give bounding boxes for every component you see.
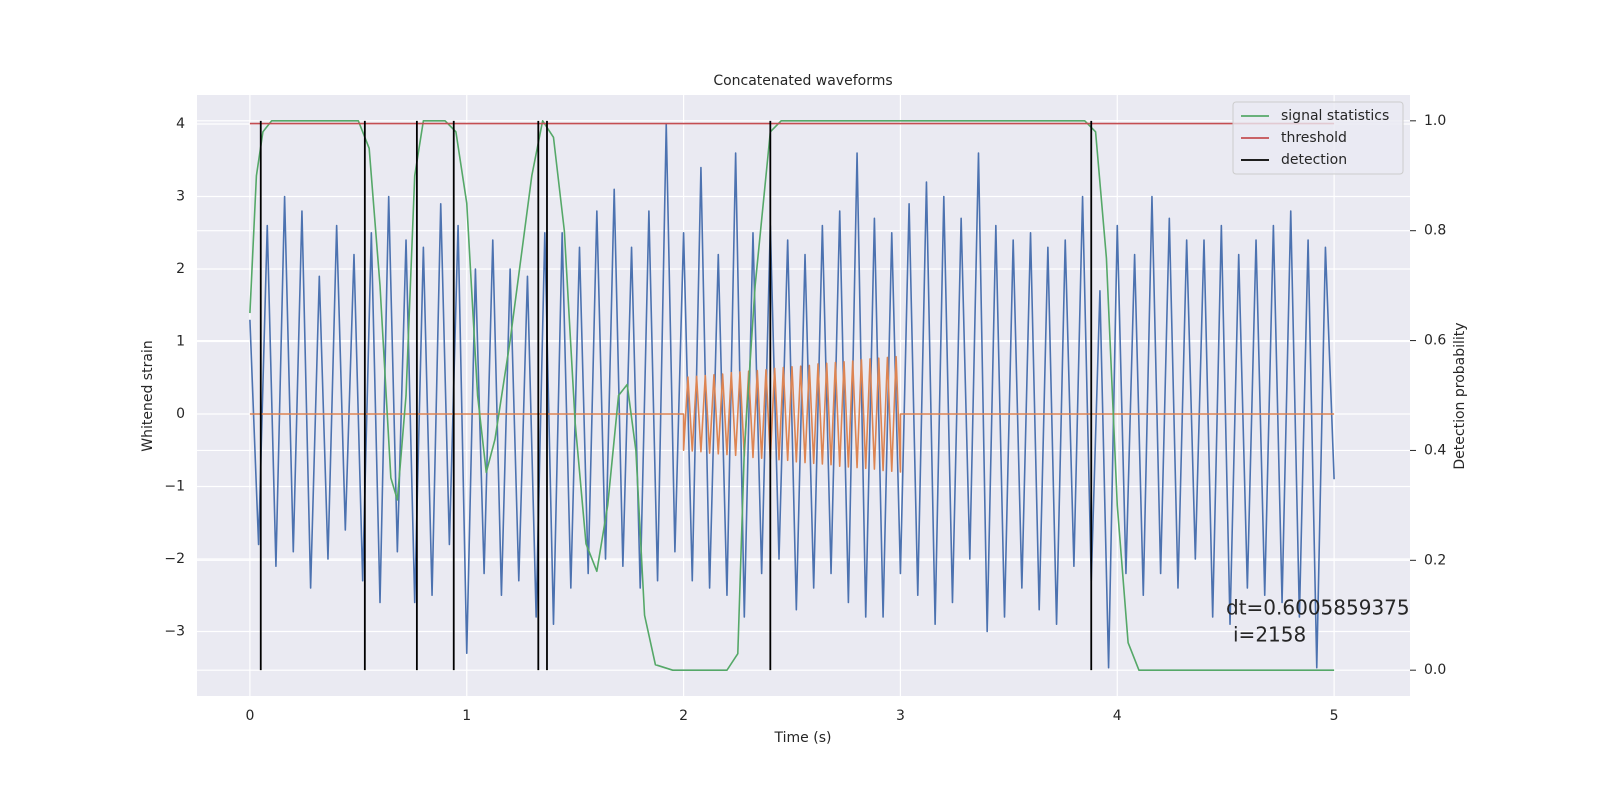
y-tick-label: −3 (164, 623, 185, 639)
x-tick-label: 3 (896, 708, 905, 724)
x-tick-label: 1 (462, 708, 471, 724)
y2-tick-label: 0.8 (1424, 223, 1446, 239)
legend-box (1232, 101, 1404, 175)
x-axis-label: Time (s) (774, 730, 832, 746)
series-line (249, 120, 1335, 671)
y-tick-label: −2 (164, 551, 185, 567)
chart-title: Concatenated waveforms (713, 73, 892, 89)
y2-tick-label: 0.6 (1424, 333, 1446, 349)
series-line (249, 355, 1335, 473)
legend-label: detection (1281, 152, 1347, 168)
y2-axis-label: Detection probability (1452, 322, 1468, 469)
y-tick-label: 2 (176, 261, 185, 277)
legend-label: threshold (1281, 130, 1347, 146)
legend: signal statistics threshold detection (1232, 101, 1404, 175)
x-tick-label: 4 (1113, 708, 1122, 724)
x-tick-label: 2 (679, 708, 688, 724)
y-tick-label: 4 (176, 116, 185, 132)
labels: 0 1 2 3 4 5 −3 −2 −1 0 1 2 3 4 0.0 0.2 0.4 0.6 0.8 1.0 (164, 113, 1446, 724)
y2-tick-label: 0.0 (1424, 662, 1446, 678)
marks (249, 120, 1335, 671)
annotation: i=2158 (1233, 623, 1306, 647)
y-tick-label: 3 (176, 188, 185, 204)
x-tick-label: 0 (245, 708, 254, 724)
y-axis-label: Whitened strain (140, 340, 156, 451)
y-tick-label: 1 (176, 333, 185, 349)
y-tick-label: 0 (176, 406, 185, 422)
series-line (249, 123, 1335, 669)
y2-tick-label: 1.0 (1424, 113, 1446, 129)
legend-label: signal statistics (1281, 108, 1389, 124)
annotation: dt=0.6005859375 (1226, 596, 1410, 620)
y2-tick-label: 0.4 (1424, 442, 1446, 458)
y-tick-label: −1 (164, 478, 185, 494)
y2-tick-label: 0.2 (1424, 552, 1446, 568)
x-tick-label: 5 (1330, 708, 1339, 724)
